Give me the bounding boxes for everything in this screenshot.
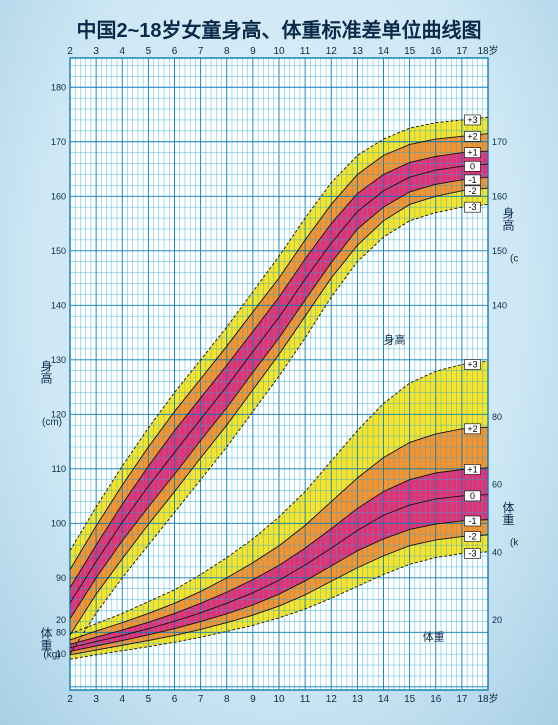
svg-text:-2: -2 bbox=[468, 186, 476, 196]
svg-text:+2: +2 bbox=[467, 131, 477, 141]
h-right-150: 150 bbox=[492, 246, 507, 256]
w-axis-label-right: 体重 bbox=[501, 501, 515, 525]
w-axis-unit-right: (kg) bbox=[510, 538, 518, 549]
x-top-8: 8 bbox=[224, 46, 230, 57]
x-top-13: 13 bbox=[352, 46, 364, 57]
svg-text:+2: +2 bbox=[467, 424, 477, 434]
x-top-15: 15 bbox=[404, 46, 416, 57]
w-left-20: 20 bbox=[56, 615, 66, 625]
x-bot-18: 18岁 bbox=[477, 692, 498, 705]
height-sd-label-m1: +1 bbox=[464, 148, 480, 158]
svg-text:+1: +1 bbox=[467, 148, 477, 158]
h-left-170: 170 bbox=[51, 137, 66, 147]
x-bot-3: 3 bbox=[93, 694, 99, 705]
h-right-170: 170 bbox=[492, 137, 507, 147]
weight-sd-label-p3: -3 bbox=[464, 549, 480, 559]
x-top-5: 5 bbox=[146, 46, 152, 57]
height-sd-label-m3: +3 bbox=[464, 115, 480, 125]
x-bot-16: 16 bbox=[430, 694, 442, 705]
weight-sd-label-p1: -1 bbox=[464, 516, 480, 526]
x-bot-13: 13 bbox=[352, 694, 364, 705]
h-axis-unit-right: (cm) bbox=[510, 254, 518, 265]
x-top-2: 2 bbox=[67, 46, 73, 57]
weight-sd-label-p0: 0 bbox=[464, 491, 480, 501]
inset-height-label: 身高 bbox=[384, 332, 406, 346]
x-top-16: 16 bbox=[430, 46, 442, 57]
height-sd-label-p0: 0 bbox=[464, 161, 480, 171]
x-top-14: 14 bbox=[378, 46, 390, 57]
height-sd-label-p2: -2 bbox=[464, 186, 480, 196]
h-left-90: 90 bbox=[56, 573, 66, 583]
x-bot-12: 12 bbox=[326, 694, 338, 705]
x-top-18: 18岁 bbox=[477, 44, 498, 57]
h-axis-unit-left: (cm) bbox=[42, 417, 62, 428]
x-bot-8: 8 bbox=[224, 694, 230, 705]
height-sd-label-m2: +2 bbox=[464, 131, 480, 141]
svg-text:+1: +1 bbox=[467, 464, 477, 474]
h-left-130: 130 bbox=[51, 355, 66, 365]
weight-sd-label-p2: -2 bbox=[464, 532, 480, 542]
x-top-3: 3 bbox=[93, 46, 99, 57]
svg-text:-3: -3 bbox=[468, 202, 476, 212]
x-bot-10: 10 bbox=[273, 694, 285, 705]
w-axis-label-left: 体重 bbox=[40, 627, 53, 651]
h-axis-label-right: 身高 bbox=[501, 206, 515, 232]
x-bot-5: 5 bbox=[146, 694, 152, 705]
x-bot-11: 11 bbox=[300, 694, 311, 705]
height-sd-label-p1: -1 bbox=[464, 175, 480, 185]
svg-text:-1: -1 bbox=[468, 516, 476, 526]
h-left-80: 80 bbox=[56, 627, 66, 637]
x-top-6: 6 bbox=[172, 46, 178, 57]
svg-text:-1: -1 bbox=[468, 175, 476, 185]
x-bot-14: 14 bbox=[378, 694, 390, 705]
w-right-60: 60 bbox=[492, 480, 502, 490]
x-top-10: 10 bbox=[273, 46, 285, 57]
h-left-140: 140 bbox=[51, 300, 66, 310]
svg-text:+3: +3 bbox=[467, 115, 477, 125]
grid bbox=[70, 58, 488, 690]
weight-sd-label-m1: +1 bbox=[464, 464, 480, 474]
w-axis-unit-left: (kg) bbox=[43, 650, 60, 661]
plot-area: +3+2+10-1-2-3+3+2+10-1-2-322334455667788… bbox=[40, 40, 518, 710]
x-bot-7: 7 bbox=[198, 694, 204, 705]
x-bot-9: 9 bbox=[250, 694, 256, 705]
w-right-80: 80 bbox=[492, 412, 502, 422]
chart-title: 中国2~18岁女童身高、体重标准差单位曲线图 bbox=[0, 14, 558, 43]
x-bot-6: 6 bbox=[172, 694, 178, 705]
x-top-11: 11 bbox=[300, 46, 311, 57]
h-left-100: 100 bbox=[51, 518, 66, 528]
svg-text:-3: -3 bbox=[468, 549, 476, 559]
w-right-20: 20 bbox=[492, 615, 502, 625]
height-sd-label-p3: -3 bbox=[464, 202, 480, 212]
x-top-12: 12 bbox=[326, 46, 338, 57]
h-left-110: 110 bbox=[52, 464, 66, 474]
x-top-4: 4 bbox=[119, 46, 125, 57]
x-bot-2: 2 bbox=[67, 694, 73, 705]
weight-sd-label-m2: +2 bbox=[464, 424, 480, 434]
x-top-9: 9 bbox=[250, 46, 256, 57]
h-left-150: 150 bbox=[51, 246, 66, 256]
h-left-160: 160 bbox=[51, 191, 66, 201]
weight-sd-label-m3: +3 bbox=[464, 359, 480, 369]
chart-svg: +3+2+10-1-2-3+3+2+10-1-2-322334455667788… bbox=[40, 40, 518, 710]
svg-text:+3: +3 bbox=[467, 359, 477, 369]
inset-weight-label: 体重 bbox=[423, 630, 445, 644]
h-left-180: 180 bbox=[51, 82, 66, 92]
w-right-40: 40 bbox=[492, 547, 502, 557]
x-top-7: 7 bbox=[198, 46, 204, 57]
h-right-160: 160 bbox=[492, 191, 507, 201]
page: 中国2~18岁女童身高、体重标准差单位曲线图 +3+2+10-1-2-3+3+2… bbox=[0, 0, 558, 725]
svg-text:-2: -2 bbox=[468, 532, 476, 542]
h-axis-label-left: 身高 bbox=[40, 358, 53, 384]
x-bot-17: 17 bbox=[456, 694, 468, 705]
x-bot-15: 15 bbox=[404, 694, 416, 705]
h-right-140: 140 bbox=[492, 300, 507, 310]
svg-text:0: 0 bbox=[470, 161, 475, 171]
svg-text:0: 0 bbox=[470, 491, 475, 501]
x-bot-4: 4 bbox=[119, 694, 125, 705]
x-top-17: 17 bbox=[456, 46, 468, 57]
